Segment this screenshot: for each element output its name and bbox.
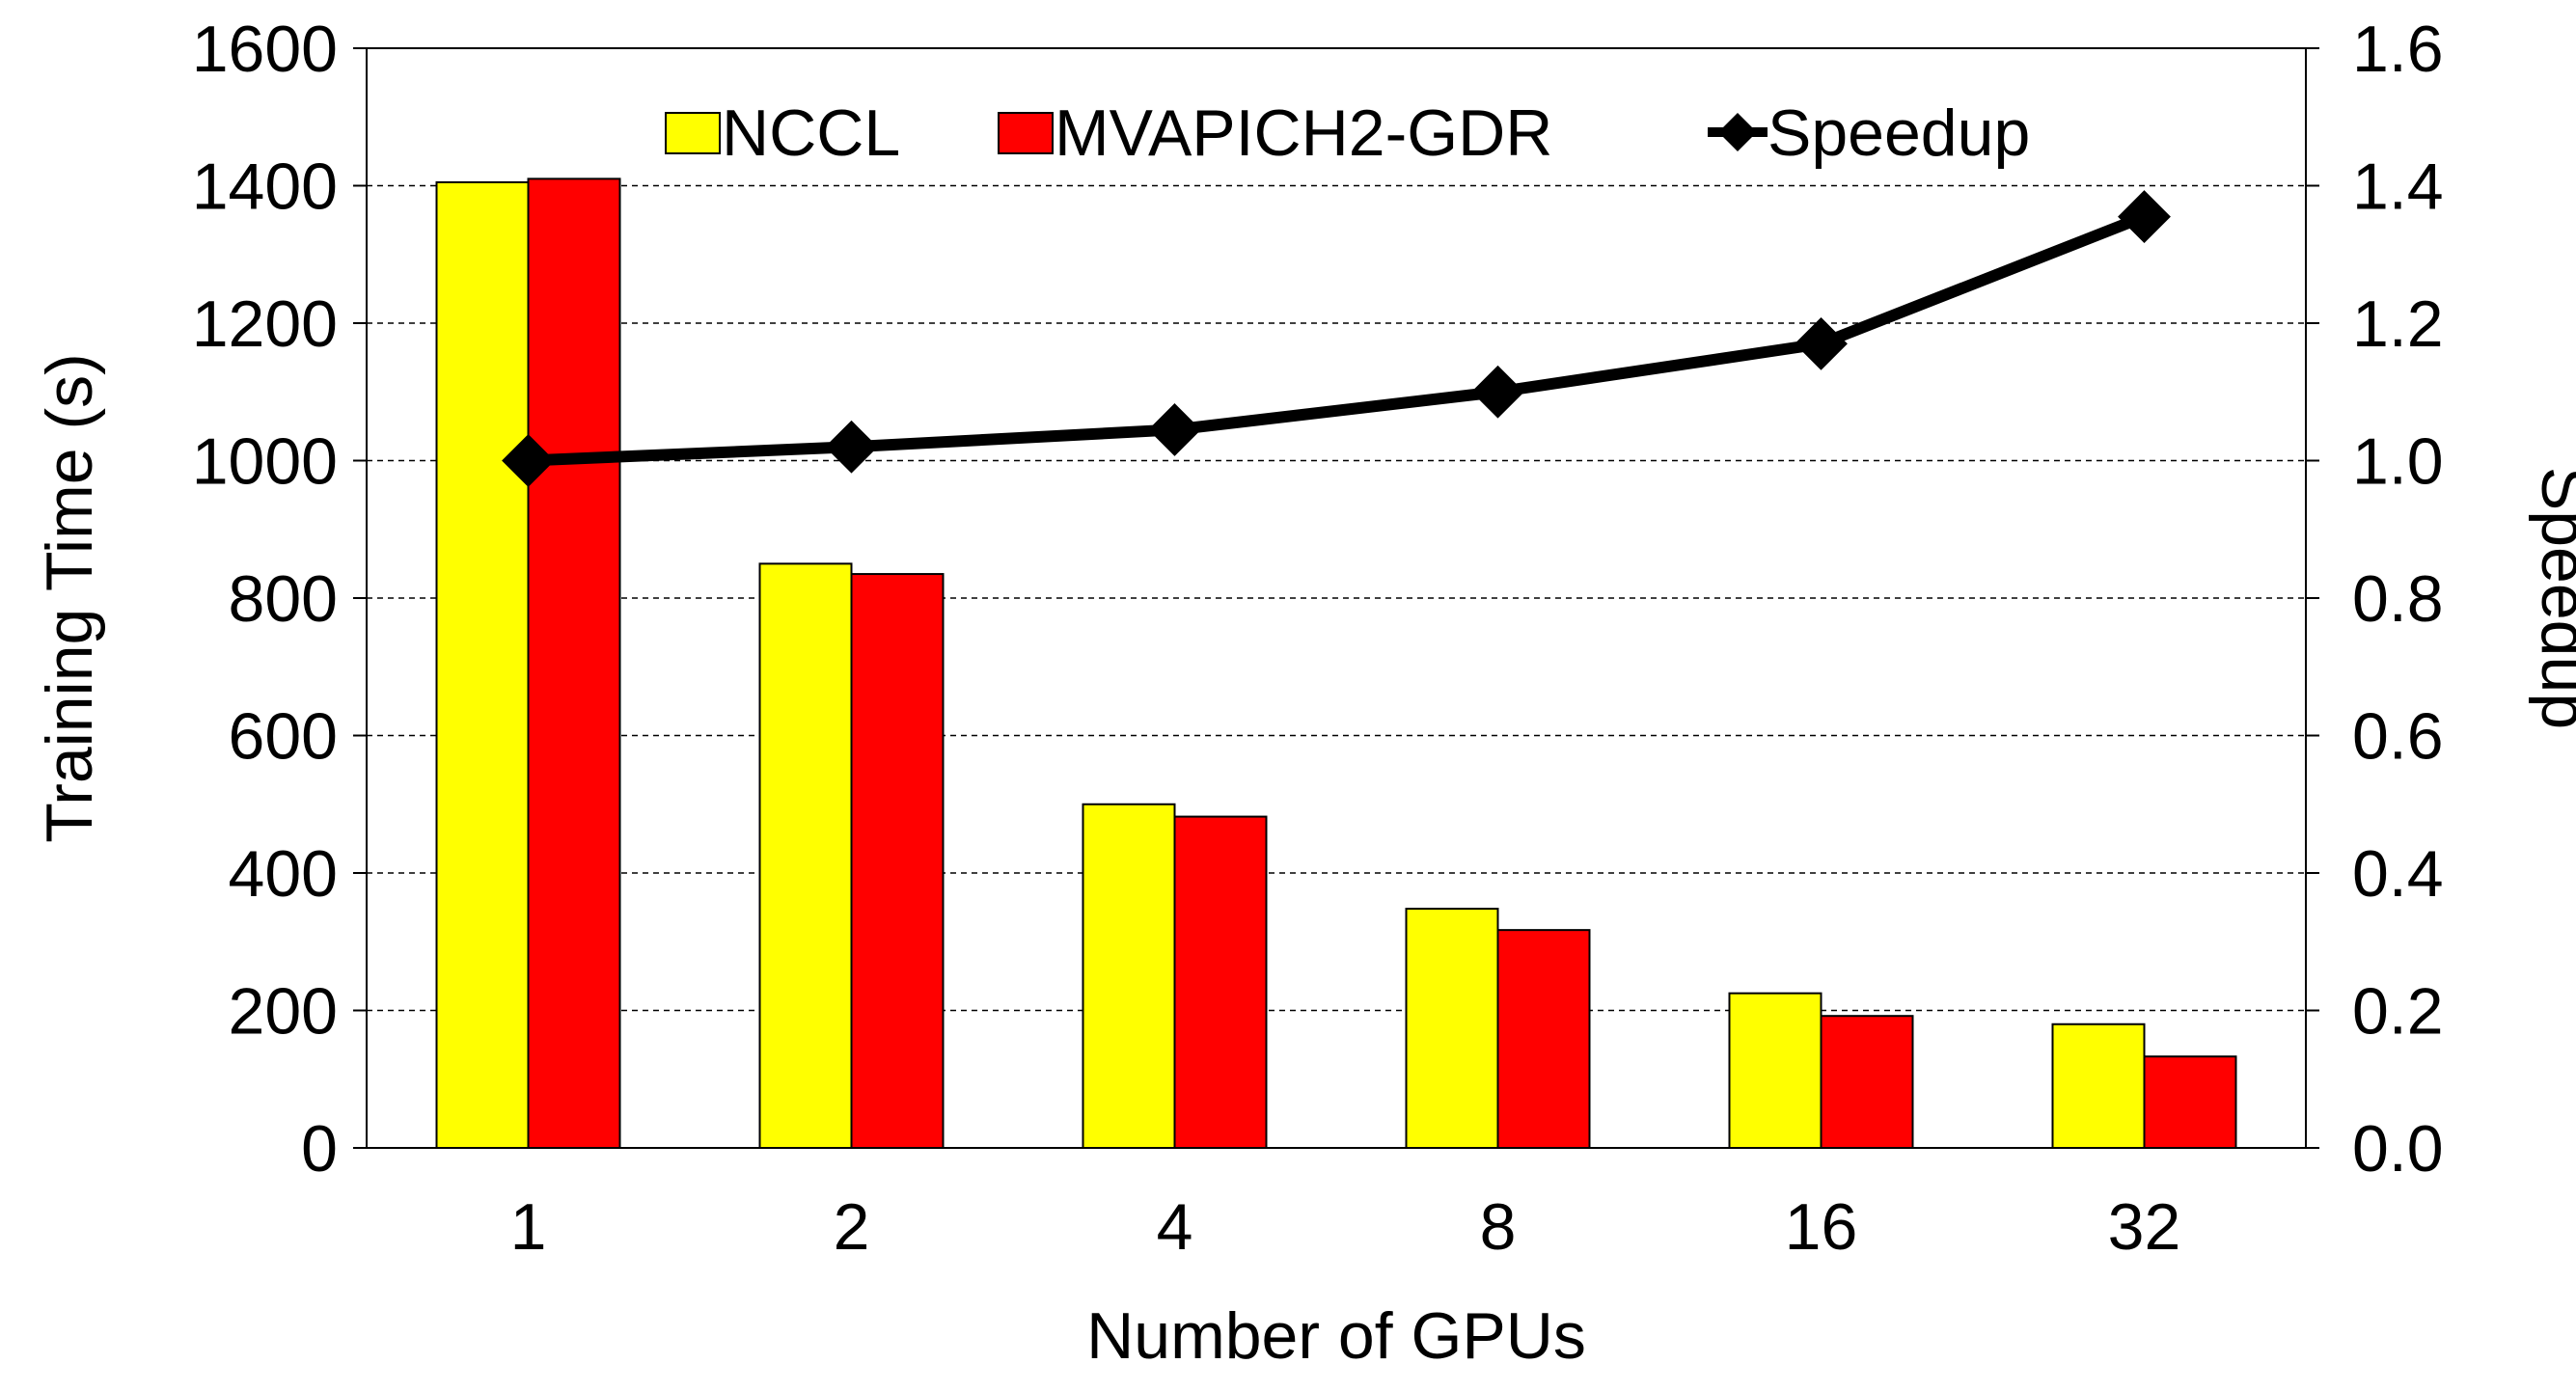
x-tick-label: 2 [834,1190,870,1264]
speedup-marker [1795,316,1848,370]
left-tick-label: 1200 [192,287,338,361]
bar-mvapich2-gdr [527,177,621,1149]
y-axis-label: Training Time (s) [33,353,106,843]
x-tick-label: 32 [2108,1190,2181,1264]
speedup-marker [825,420,878,474]
right-tick-label: 0.8 [2352,562,2444,636]
right-tick-label: 1.6 [2352,13,2444,86]
right-tick-label: 1.0 [2352,425,2444,499]
left-axis-ticks: 0 200 400 600 800 1000 1200 1400 1600 [192,13,367,1186]
x-axis-label: Number of GPUs [1086,1299,1586,1373]
legend-swatch-nccl [665,112,721,154]
bar-mvapich2-gdr [1496,929,1591,1150]
right-tick-label: 0.0 [2352,1112,2444,1186]
speedup-polyline [528,210,2147,467]
x-tick-label: 1 [510,1190,547,1264]
x-tick-label: 16 [1785,1190,1858,1264]
right-tick-label: 0.6 [2352,700,2444,774]
speedup-line [502,190,2171,487]
bar-mvapich2-gdr [2143,1055,2237,1150]
speedup-marker [1148,403,1201,456]
bar-nccl [758,562,853,1149]
legend: NCCL MVAPICH2-GDR Speedup [665,96,2030,170]
y2-axis-label: Speedup [2528,467,2576,729]
legend-label: NCCL [722,96,900,170]
grid-lines [367,184,2306,1012]
left-tick-label: 600 [229,700,338,774]
legend-label: Speedup [1768,96,2030,170]
right-tick-label: 0.4 [2352,837,2444,911]
speedup-marker [2118,190,2171,243]
x-tick-label: 8 [1480,1190,1517,1264]
bars [435,177,2237,1150]
x-tick-label: 4 [1157,1190,1193,1264]
right-tick-label: 1.2 [2352,287,2444,361]
bar-nccl [2051,1023,2146,1149]
bar-nccl [1082,803,1176,1149]
legend-marker [1718,113,1757,151]
left-tick-label: 200 [229,975,338,1049]
left-tick-label: 1400 [192,150,338,224]
bar-mvapich2-gdr [850,573,945,1149]
right-tick-label: 1.4 [2352,150,2444,224]
right-axis-ticks: 0.0 0.2 0.4 0.6 0.8 1.0 1.2 1.4 1.6 [2306,13,2444,1186]
bar-nccl [435,180,530,1149]
bar-mvapich2-gdr [1820,1015,1914,1149]
left-tick-label: 800 [229,562,338,636]
legend-swatch-mvapich2-gdr [998,112,1054,154]
bar-nccl [1405,908,1499,1149]
right-tick-label: 0.2 [2352,975,2444,1049]
left-tick-label: 400 [229,837,338,911]
left-tick-label: 0 [301,1112,338,1186]
speedup-marker [1471,365,1524,419]
bar-mvapich2-gdr [1173,815,1268,1149]
left-tick-label: 1600 [192,13,338,86]
legend-label: MVAPICH2-GDR [1055,96,1552,170]
left-tick-label: 1000 [192,425,338,499]
bar-nccl [1728,992,1822,1149]
speedup-marker [502,434,555,487]
x-axis-ticks: 1 2 4 8 16 32 [510,1190,2181,1264]
